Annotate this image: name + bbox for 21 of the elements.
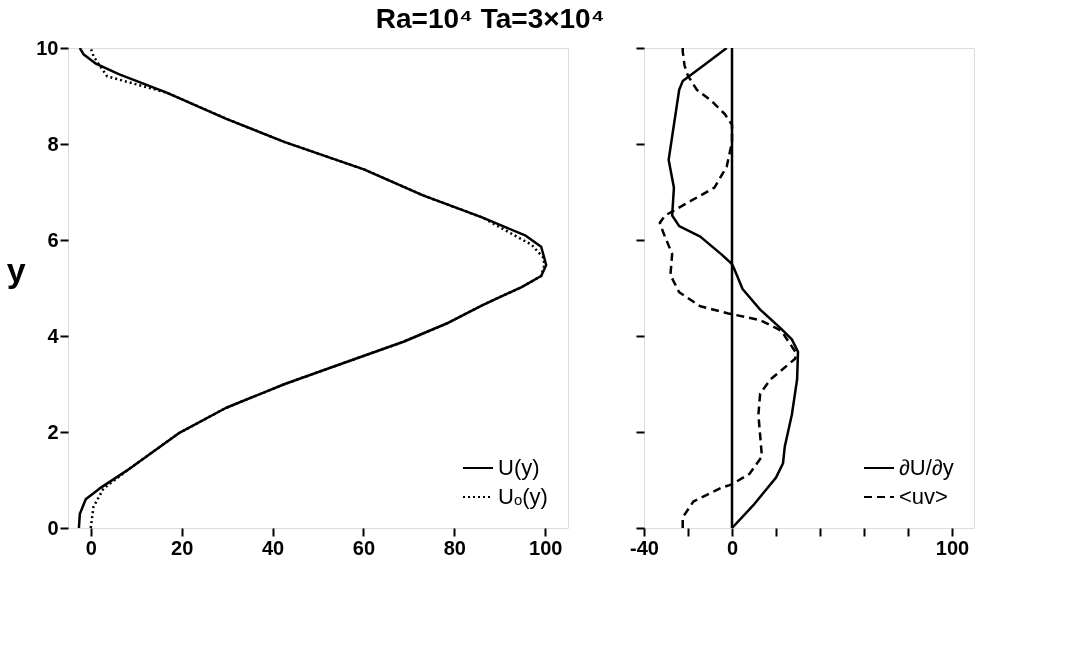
legend-label: ∂U/∂y xyxy=(899,455,954,480)
y-tick-label: 2 xyxy=(47,420,59,443)
legend-label: Uₒ(y) xyxy=(498,484,548,509)
x-tick-label: -40 xyxy=(630,536,659,559)
x-tick-label: 40 xyxy=(261,536,285,559)
y-tick-label: 0 xyxy=(47,516,59,539)
y-tick-label: 6 xyxy=(47,228,59,251)
y-axis-title: y xyxy=(6,250,26,289)
chart-title: Ra=10⁴ Ta=3×10⁴ xyxy=(375,2,605,34)
x-tick-label: 80 xyxy=(443,536,466,559)
y-tick-label: 10 xyxy=(36,36,59,59)
x-tick-label: 100 xyxy=(935,536,970,559)
x-tick-label: 0 xyxy=(85,536,97,559)
x-tick-label: 0 xyxy=(726,536,739,559)
y-tick-label: 4 xyxy=(47,324,60,347)
legend-label: U(y) xyxy=(498,455,540,480)
y-tick-label: 8 xyxy=(47,132,59,155)
x-tick-label: 60 xyxy=(352,536,376,559)
x-tick-label: 100 xyxy=(529,536,563,559)
x-tick-label: 20 xyxy=(171,536,194,559)
legend-label: <uv> xyxy=(899,484,948,509)
